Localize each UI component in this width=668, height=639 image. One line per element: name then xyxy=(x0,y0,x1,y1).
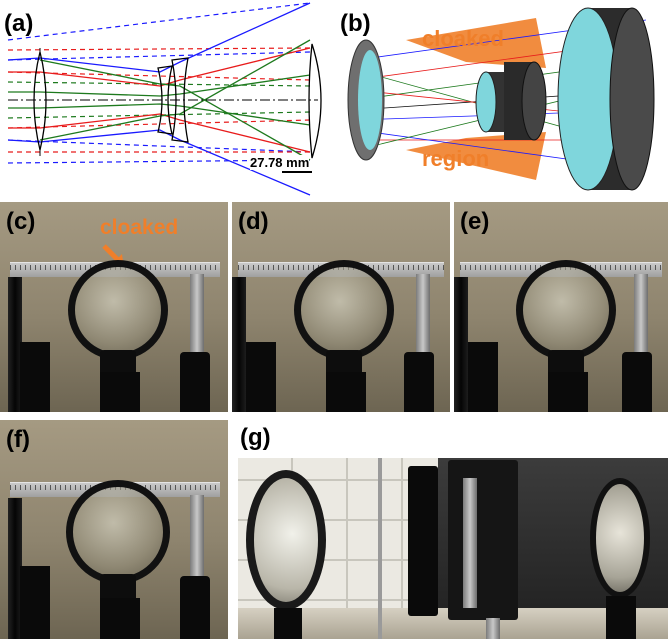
panel-b-3d-render: (b) cloaked region xyxy=(336,0,668,200)
lens-4 xyxy=(308,43,322,159)
lens-3 xyxy=(171,57,189,143)
ray-diagram-svg xyxy=(7,2,322,196)
panel-e-photo: (e) xyxy=(454,202,668,412)
render-svg xyxy=(347,7,655,191)
panel-c-photo: (c) cloaked xyxy=(0,202,228,412)
left-lens-oblique xyxy=(246,470,326,610)
panel-label-e: (e) xyxy=(460,208,490,235)
blue-dashed-rays xyxy=(7,2,311,164)
scale-label: 27.78 mm xyxy=(250,155,310,170)
middle-lens-2 xyxy=(521,61,547,141)
lens-2 xyxy=(157,65,173,135)
panel-a-ray-diagram: (a) xyxy=(0,0,330,200)
solid-rays xyxy=(7,2,311,196)
lens-mount-f xyxy=(66,480,170,584)
orange-cone-bottom xyxy=(406,132,546,180)
panel-g-photo: (g) xyxy=(234,420,668,639)
render-text-top: cloaked xyxy=(422,26,504,51)
photo-g-area xyxy=(238,458,668,639)
left-lens-glass xyxy=(358,50,382,150)
render-text-bottom: region xyxy=(422,146,490,171)
panel-label-g: (g) xyxy=(240,424,271,451)
cloaked-annotation: cloaked xyxy=(100,216,179,239)
panel-label-b: (b) xyxy=(340,10,371,37)
orange-cone-top xyxy=(406,18,546,68)
panel-f-photo: (f) xyxy=(0,420,228,639)
panel-label-c: (c) xyxy=(6,208,36,235)
lens-mount-d xyxy=(294,260,394,360)
lens-mount-c xyxy=(68,260,168,360)
right-lens-glass xyxy=(557,7,619,191)
panel-d-photo: (d) xyxy=(232,202,450,412)
lens-mount-e xyxy=(516,260,616,360)
panel-label-a: (a) xyxy=(4,10,34,37)
panel-label-d: (d) xyxy=(238,208,269,235)
right-lens xyxy=(590,478,650,598)
middle-lens-1 xyxy=(475,71,497,133)
panel-label-f: (f) xyxy=(6,426,30,453)
right-lens-ring xyxy=(609,7,655,191)
lens-1 xyxy=(33,51,47,151)
